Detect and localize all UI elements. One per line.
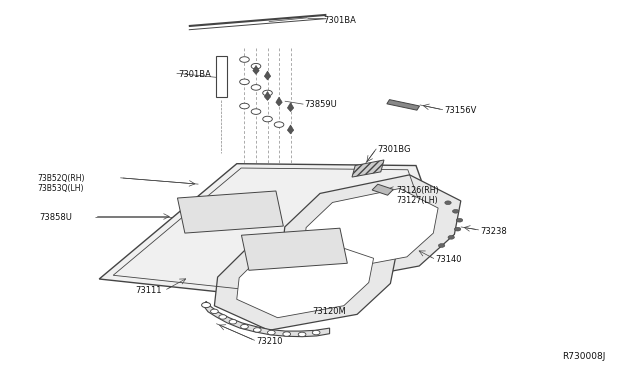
Polygon shape: [241, 228, 348, 270]
Circle shape: [268, 330, 275, 335]
Polygon shape: [276, 97, 282, 106]
Polygon shape: [304, 189, 438, 269]
Polygon shape: [282, 175, 461, 283]
Polygon shape: [264, 92, 271, 100]
Polygon shape: [204, 301, 330, 337]
Circle shape: [251, 63, 261, 69]
Polygon shape: [287, 103, 294, 112]
Circle shape: [456, 218, 463, 222]
Polygon shape: [177, 191, 284, 233]
Polygon shape: [214, 231, 397, 330]
Text: 73126(RH): 73126(RH): [397, 186, 440, 195]
Circle shape: [438, 244, 445, 247]
Circle shape: [251, 84, 261, 90]
Text: 7301BA: 7301BA: [323, 16, 356, 25]
Circle shape: [448, 235, 454, 239]
Text: 73238: 73238: [480, 227, 507, 236]
Text: 73156V: 73156V: [444, 106, 477, 115]
Polygon shape: [387, 100, 420, 110]
Polygon shape: [264, 71, 271, 80]
Polygon shape: [237, 243, 374, 318]
Polygon shape: [352, 160, 384, 177]
Circle shape: [251, 109, 261, 115]
Polygon shape: [372, 184, 394, 195]
Text: 7301BA: 7301BA: [178, 70, 211, 79]
Circle shape: [240, 79, 250, 84]
Text: 73859U: 73859U: [305, 100, 337, 109]
Circle shape: [241, 324, 248, 329]
Text: 73140: 73140: [435, 255, 461, 264]
Polygon shape: [253, 65, 259, 74]
Circle shape: [275, 122, 284, 127]
Text: 73858U: 73858U: [40, 213, 72, 222]
Text: 7301BG: 7301BG: [378, 145, 411, 154]
Text: 73127(LH): 73127(LH): [397, 196, 438, 205]
Circle shape: [298, 332, 306, 337]
Text: 73B52Q(RH): 73B52Q(RH): [37, 174, 84, 183]
Circle shape: [454, 227, 461, 231]
Text: 73120M: 73120M: [312, 307, 346, 316]
Circle shape: [240, 103, 250, 109]
Circle shape: [445, 201, 451, 205]
Circle shape: [262, 90, 273, 96]
Text: 73B53Q(LH): 73B53Q(LH): [37, 184, 84, 193]
Circle shape: [219, 315, 227, 319]
Circle shape: [262, 116, 273, 122]
Circle shape: [452, 209, 459, 213]
Circle shape: [283, 332, 291, 336]
Circle shape: [229, 320, 237, 324]
Circle shape: [211, 309, 218, 314]
Circle shape: [253, 328, 261, 332]
Polygon shape: [287, 125, 294, 134]
Text: 73210: 73210: [256, 337, 282, 346]
Circle shape: [202, 302, 211, 308]
Circle shape: [312, 330, 320, 335]
Polygon shape: [99, 164, 435, 301]
Text: 73111: 73111: [136, 286, 162, 295]
Circle shape: [240, 57, 250, 62]
Text: R730008J: R730008J: [562, 352, 605, 361]
FancyBboxPatch shape: [216, 56, 227, 97]
